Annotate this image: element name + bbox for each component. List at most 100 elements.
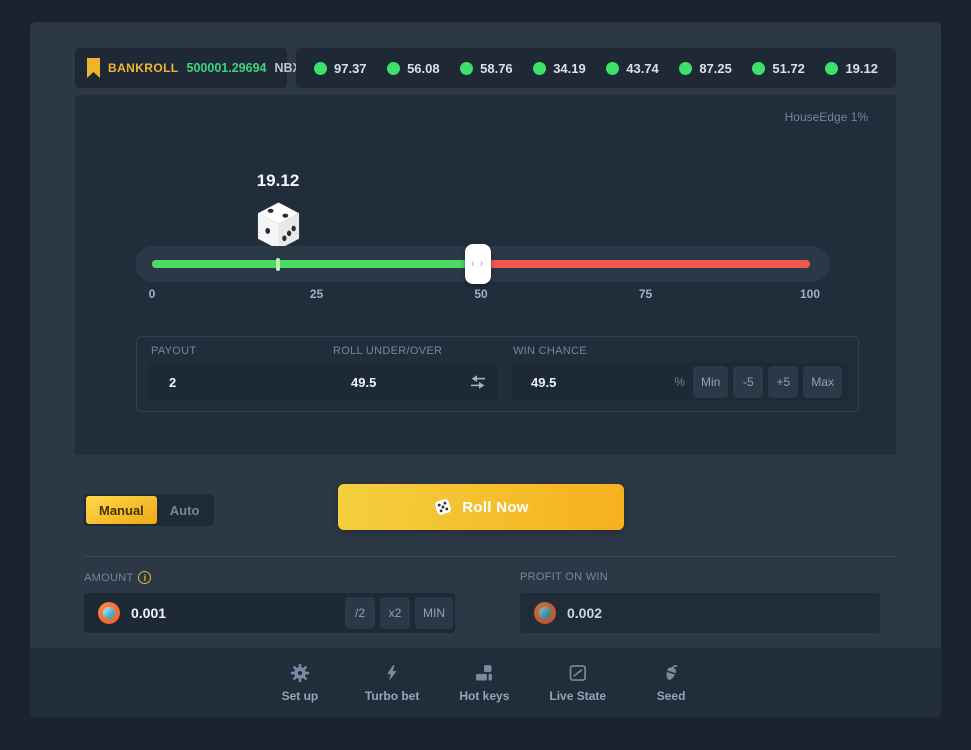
slider-track[interactable]: ‹ › <box>152 244 810 284</box>
profit-label-row: PROFIT ON WIN <box>520 571 608 583</box>
roll-history-bar: 97.37 56.08 58.76 34.19 43.74 87.25 51.7… <box>296 48 896 88</box>
history-item[interactable]: 19.12 <box>825 61 878 76</box>
mode-manual-button[interactable]: Manual <box>86 496 157 524</box>
hot-keys-button[interactable]: Hot keys <box>457 663 511 703</box>
seed-button[interactable]: Seed <box>644 663 698 703</box>
amount-double-button[interactable]: x2 <box>380 597 410 629</box>
win-dot-icon <box>752 61 766 75</box>
info-icon[interactable]: i <box>138 571 152 584</box>
win-chance-minus5-button[interactable]: -5 <box>733 366 764 398</box>
history-value: 51.72 <box>772 60 805 76</box>
coin-icon <box>98 602 120 624</box>
dice-icon <box>433 497 453 517</box>
divider <box>84 556 896 557</box>
slider-handle[interactable]: ‹ › <box>464 244 491 284</box>
history-value: 87.25 <box>699 60 732 76</box>
history-item[interactable]: 97.37 <box>314 61 367 76</box>
roll-under-over-label: ROLL UNDER/OVER <box>333 345 443 357</box>
win-chance-suffix: % <box>674 375 685 389</box>
dice-result-icon <box>255 201 302 251</box>
amount-value[interactable]: 0.001 <box>131 605 167 621</box>
mode-auto-button[interactable]: Auto <box>157 496 213 524</box>
win-chance-plus5-button[interactable]: +5 <box>768 366 799 398</box>
history-item[interactable]: 51.72 <box>752 61 805 76</box>
win-dot-icon <box>460 61 474 75</box>
win-dot-icon <box>825 61 839 75</box>
win-dot-icon <box>606 61 620 75</box>
history-item[interactable]: 58.76 <box>460 61 513 76</box>
payout-value[interactable]: 2 <box>169 374 177 390</box>
dice-game-panel: HouseEdge 1% 19.12 ‹ › <box>75 95 896 455</box>
bet-controls-panel: PAYOUT 2 x ROLL UNDER/OVER 49.5 <box>136 336 859 412</box>
profit-value: 0.002 <box>567 605 603 621</box>
roll-under-over-field: ROLL UNDER/OVER 49.5 <box>331 337 498 411</box>
history-value: 43.74 <box>626 60 659 76</box>
swap-under-over-icon[interactable] <box>470 374 486 390</box>
live-state-label: Live State <box>549 689 607 703</box>
setup-label: Set up <box>281 689 319 703</box>
scale-tick-label: 0 <box>148 287 156 301</box>
history-value: 56.08 <box>407 60 440 76</box>
gear-icon <box>290 663 310 683</box>
profit-on-win-output: 0.002 <box>520 593 880 633</box>
scale-tick-label: 75 <box>638 287 653 301</box>
bankroll-currency: NBX <box>274 61 301 75</box>
setup-button[interactable]: Set up <box>273 663 327 703</box>
history-item[interactable]: 34.19 <box>533 61 586 76</box>
coin-inner <box>539 607 551 619</box>
scale-tick-label: 50 <box>474 287 488 301</box>
coin-inner <box>103 607 115 619</box>
win-chance-input[interactable]: 49.5 % Min -5 +5 Max <box>511 363 848 401</box>
win-dot-icon <box>314 61 327 75</box>
result-tick-marker <box>275 258 280 271</box>
win-chance-max-button[interactable]: Max <box>803 366 842 398</box>
lightning-icon <box>383 663 401 683</box>
history-item[interactable]: 56.08 <box>387 61 440 76</box>
slider-track-win-zone <box>152 260 478 268</box>
house-edge-text: HouseEdge 1% <box>784 110 868 124</box>
history-item[interactable]: 87.25 <box>679 61 732 76</box>
bankroll-box: BANKROLL 500001.29694 NBX <box>75 48 301 88</box>
win-chance-min-button[interactable]: Min <box>692 366 729 398</box>
dice-slider: ‹ › <box>135 244 830 284</box>
keyboard-keys-icon <box>474 663 494 683</box>
game-card: BANKROLL 500001.29694 NBX 97.37 56.08 58… <box>30 22 941 718</box>
roll-under-over-value[interactable]: 49.5 <box>351 374 377 390</box>
history-value: 19.12 <box>845 60 878 76</box>
roll-under-over-input[interactable]: 49.5 <box>331 363 498 401</box>
history-item[interactable]: 43.74 <box>606 61 659 76</box>
roll-result-value: 19.12 <box>256 171 300 190</box>
bankroll-label: BANKROLL <box>108 61 179 75</box>
win-dot-icon <box>387 61 401 75</box>
bet-mode-toggle: Manual Auto <box>84 494 215 526</box>
turbo-bet-button[interactable]: Turbo bet <box>365 663 419 703</box>
win-chance-label: WIN CHANCE <box>513 345 587 357</box>
profit-on-win-label: PROFIT ON WIN <box>520 571 609 583</box>
scale-tick-label: 100 <box>799 287 821 301</box>
seed-acorn-icon <box>661 663 681 683</box>
win-dot-icon <box>533 61 547 75</box>
turbo-bet-label: Turbo bet <box>364 689 420 703</box>
payout-label: PAYOUT <box>151 345 197 357</box>
seed-label: Seed <box>656 689 686 703</box>
bookmark-icon <box>87 58 100 78</box>
amount-half-button[interactable]: /2 <box>345 597 375 629</box>
win-chance-value[interactable]: 49.5 <box>531 374 557 390</box>
live-state-button[interactable]: Live State <box>549 663 606 703</box>
live-chart-icon <box>568 663 588 683</box>
history-value: 34.19 <box>553 60 586 76</box>
bankroll-value: 500001.29694 <box>186 61 267 75</box>
amount-input[interactable]: 0.001 /2 x2 MIN <box>84 593 455 633</box>
win-chance-field: WIN CHANCE 49.5 % Min -5 +5 Max <box>511 337 848 411</box>
amount-label: AMOUNT <box>84 571 134 584</box>
win-dot-icon <box>679 61 693 75</box>
history-value: 58.76 <box>480 60 513 76</box>
hot-keys-label: Hot keys <box>459 689 510 703</box>
scale-tick-label: 25 <box>309 287 324 301</box>
handle-chevrons-icon: ‹ › <box>471 258 485 270</box>
amount-label-row: AMOUNT i <box>84 571 152 584</box>
amount-min-button[interactable]: MIN <box>415 597 453 629</box>
slider-scale: 0 25 50 75 100 <box>148 287 820 303</box>
roll-now-button[interactable]: Roll Now <box>338 484 624 530</box>
roll-now-label: Roll Now <box>462 498 529 516</box>
